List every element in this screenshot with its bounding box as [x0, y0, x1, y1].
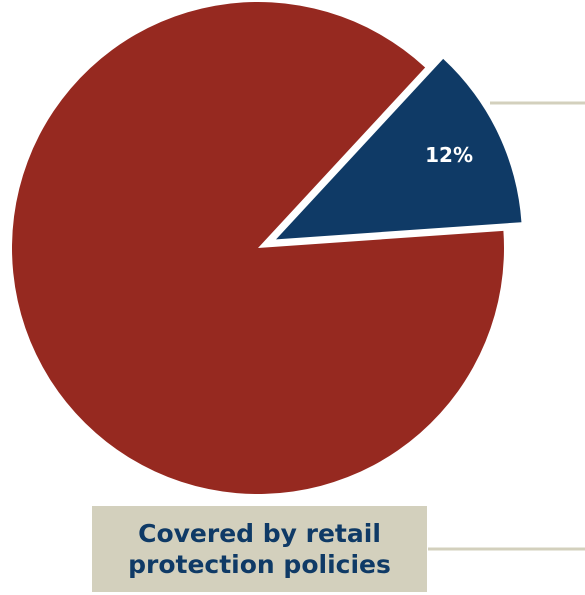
pie-slice-1 [11, 2, 505, 495]
callout-box: Covered by retail protection policies [92, 506, 427, 592]
slice-label-0: 12% [425, 143, 473, 167]
pie-slices: 12% [11, 2, 522, 495]
callout-label: Covered by retail protection policies [128, 519, 391, 579]
pie-slice-0 [276, 58, 522, 240]
